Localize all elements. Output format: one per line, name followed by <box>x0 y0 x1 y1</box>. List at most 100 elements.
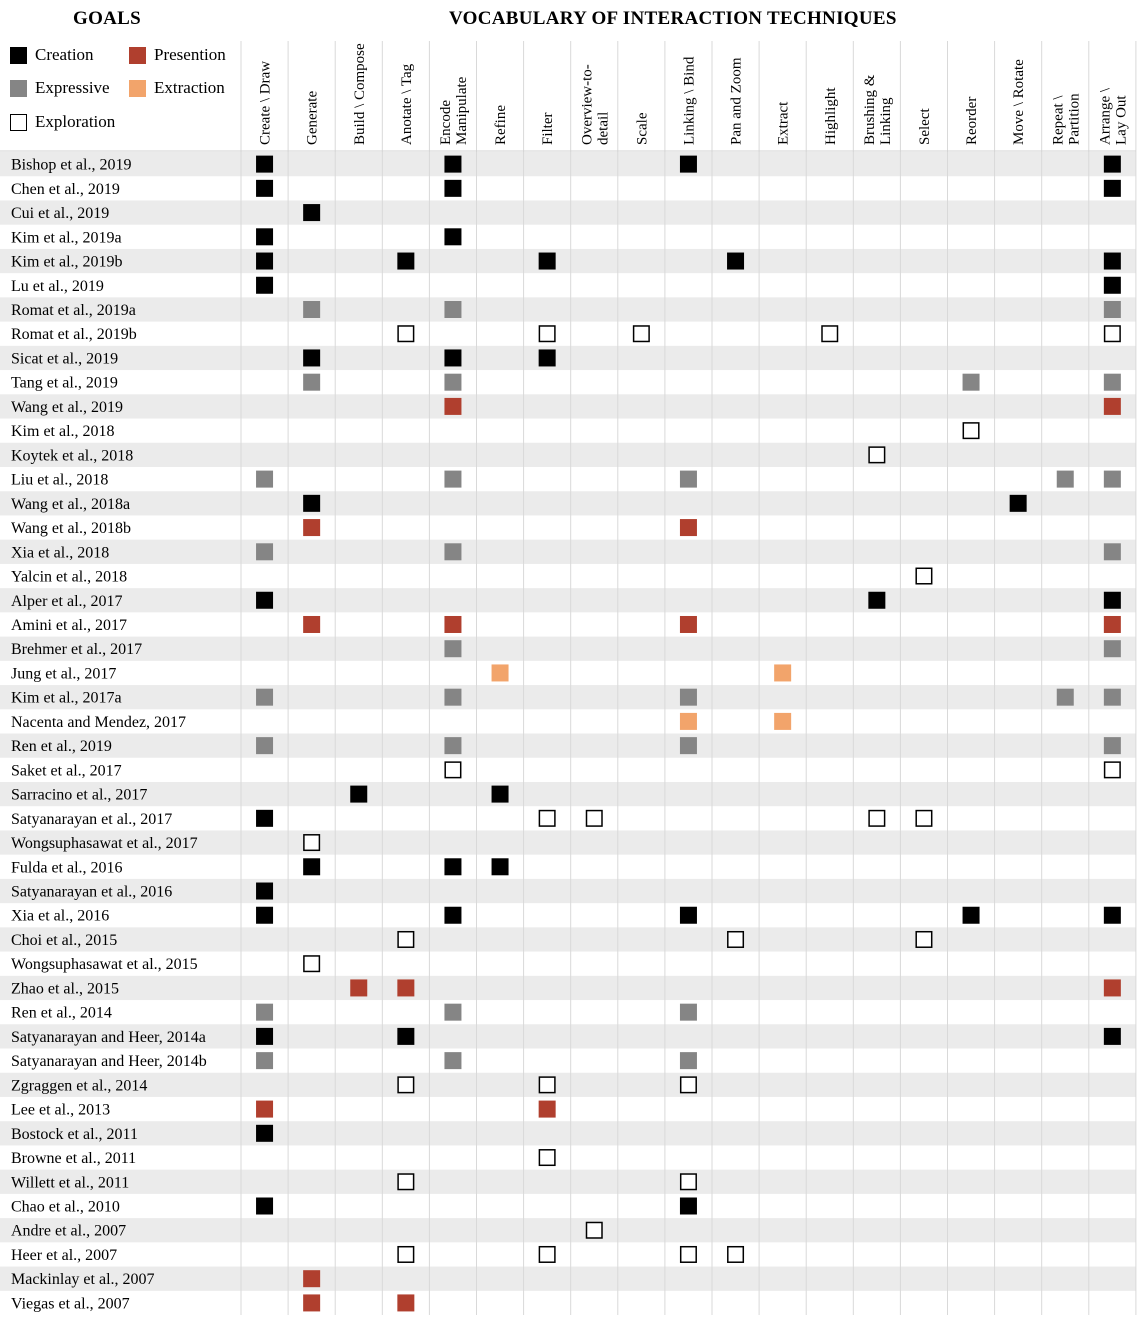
row-label: Satyanarayan et al., 2017 <box>11 811 172 828</box>
cell-marker <box>1104 301 1121 318</box>
cell-marker <box>680 737 697 754</box>
column-header: Arrange \Lay Out <box>1097 87 1129 145</box>
row-background <box>0 685 1136 709</box>
column-header: Select <box>917 108 933 145</box>
cell-marker <box>397 979 414 996</box>
cell-marker <box>680 1052 697 1069</box>
column-header: Build \ Compose <box>352 43 368 145</box>
row-label: Xia et al., 2018 <box>11 544 109 561</box>
row-label: Tang et al., 2019 <box>11 375 118 392</box>
cell-marker <box>680 1198 697 1215</box>
row-label: Bishop et al., 2019 <box>11 157 131 174</box>
column-header: Highlight <box>823 87 839 145</box>
cell-marker <box>444 471 461 488</box>
cell-marker <box>350 979 367 996</box>
cell-marker <box>680 471 697 488</box>
cell-marker <box>1104 374 1121 391</box>
cell-marker <box>350 786 367 803</box>
row-background <box>0 1170 1136 1194</box>
cell-marker <box>868 592 885 609</box>
cell-marker <box>256 180 273 197</box>
row-label: Alper et al., 2017 <box>11 593 123 610</box>
cell-marker <box>256 253 273 270</box>
cell-marker <box>256 471 273 488</box>
row-label: Mackinlay et al., 2007 <box>11 1271 155 1288</box>
cell-marker <box>256 156 273 173</box>
cell-marker <box>303 1270 320 1287</box>
row-label: Koytek et al., 2018 <box>11 447 133 464</box>
column-header: Generate <box>305 91 321 145</box>
column-header: Overview-to-detail <box>579 64 611 145</box>
cell-marker <box>869 811 885 827</box>
cell-marker <box>256 543 273 560</box>
cell-marker <box>444 689 461 706</box>
cell-marker <box>1104 616 1121 633</box>
row-label: Chen et al., 2019 <box>11 181 120 198</box>
row-background <box>0 1218 1136 1242</box>
row-background <box>0 976 1136 1000</box>
cell-marker <box>681 1174 697 1190</box>
cell-marker <box>727 253 744 270</box>
cell-marker <box>303 519 320 536</box>
cell-marker <box>728 1247 744 1263</box>
row-label: Wang et al., 2018b <box>11 520 131 537</box>
cell-marker <box>256 1125 273 1142</box>
cell-marker <box>256 689 273 706</box>
cell-marker <box>1104 689 1121 706</box>
row-background <box>0 1073 1136 1097</box>
row-label: Zgraggen et al., 2014 <box>11 1077 147 1094</box>
column-header: Filter <box>540 112 556 145</box>
cell-marker <box>1104 253 1121 270</box>
row-label: Viegas et al., 2007 <box>11 1295 130 1312</box>
cell-marker <box>680 907 697 924</box>
cell-marker <box>256 1101 273 1118</box>
row-label: Satyanarayan and Heer, 2014a <box>11 1029 206 1046</box>
cell-marker <box>681 1247 697 1263</box>
column-header: Extract <box>776 101 792 145</box>
cell-marker <box>869 447 885 463</box>
cell-marker <box>256 1198 273 1215</box>
row-background <box>0 346 1136 370</box>
row-background <box>0 443 1136 467</box>
cell-marker <box>444 156 461 173</box>
row-label: Ren et al., 2014 <box>11 1005 112 1022</box>
cell-marker <box>444 543 461 560</box>
row-label: Lee et al., 2013 <box>11 1102 110 1119</box>
row-label: Romat et al., 2019b <box>11 326 137 343</box>
row-background <box>0 297 1136 321</box>
cell-marker <box>1104 737 1121 754</box>
row-label: Andre et al., 2007 <box>11 1223 126 1240</box>
row-label: Nacenta and Mendez, 2017 <box>11 714 186 731</box>
cell-marker <box>398 932 414 948</box>
row-label: Cui et al., 2019 <box>11 205 109 222</box>
cell-marker <box>303 858 320 875</box>
column-header: Repeat \Partition <box>1050 93 1082 145</box>
cell-marker <box>397 1294 414 1311</box>
cell-marker <box>1104 979 1121 996</box>
cell-marker <box>1057 471 1074 488</box>
cell-marker <box>539 1247 555 1263</box>
column-header: EncodeManipulate <box>438 76 470 145</box>
cell-marker <box>256 737 273 754</box>
cell-marker <box>680 689 697 706</box>
cell-marker <box>1104 640 1121 657</box>
row-label: Wang et al., 2019 <box>11 399 123 416</box>
cell-marker <box>303 495 320 512</box>
cell-marker <box>680 1004 697 1021</box>
cell-marker <box>1104 1028 1121 1045</box>
row-label: Amini et al., 2017 <box>11 617 127 634</box>
cell-marker <box>822 326 838 342</box>
cell-marker <box>256 810 273 827</box>
row-label: Ren et al., 2019 <box>11 738 112 755</box>
cell-marker <box>492 786 509 803</box>
cell-marker <box>444 180 461 197</box>
column-header: Create \ Draw <box>258 61 274 145</box>
row-label: Bostock et al., 2011 <box>11 1126 138 1143</box>
row-background <box>0 927 1136 951</box>
cell-marker <box>1010 495 1027 512</box>
cell-marker <box>634 326 650 342</box>
cell-marker <box>256 1052 273 1069</box>
row-background <box>0 1121 1136 1145</box>
cell-marker <box>1057 689 1074 706</box>
